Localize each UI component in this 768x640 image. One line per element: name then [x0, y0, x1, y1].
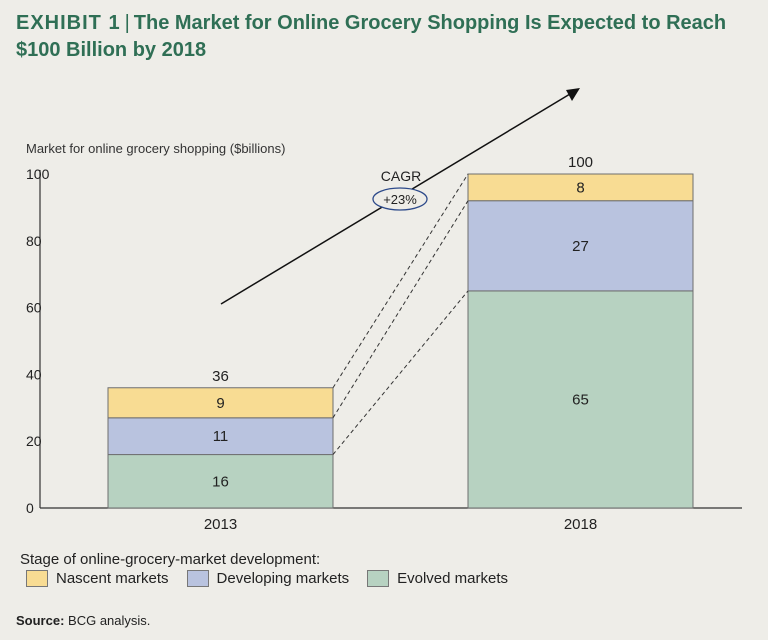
bar-segment — [467, 200, 694, 292]
bar-segment — [467, 290, 694, 509]
legend-label-developing: Developing markets — [216, 570, 350, 587]
cagr-value: +23% — [383, 192, 417, 207]
data-label: 16 — [212, 473, 229, 490]
legend-swatch-developing — [186, 570, 209, 587]
data-label: 27 — [572, 238, 589, 255]
connector-lines — [332, 173, 469, 455]
total-label: 100 — [568, 154, 593, 171]
data-label: 9 — [216, 395, 224, 412]
legend-item-developing: Developing markets — [186, 570, 350, 587]
source-label: Source: — [16, 613, 65, 628]
legend-title: Stage of online-grocery-market developme… — [20, 551, 321, 568]
legend-item-evolved: Evolved markets — [367, 570, 508, 587]
connector-line — [332, 290, 469, 455]
bar-segment — [107, 454, 334, 509]
data-label: 65 — [572, 391, 589, 408]
legend-label-nascent: Nascent markets — [56, 570, 169, 587]
y-tick-label: 80 — [26, 233, 42, 249]
title-text: The Market for Online Grocery Shopping I… — [16, 12, 727, 61]
bar-segment — [467, 173, 694, 202]
y-axis-label: Market for online grocery shopping ($bil… — [26, 141, 285, 156]
connector-line — [332, 200, 469, 419]
chart-title: EXHIBIT 1 | The Market for Online Grocery … — [16, 10, 756, 64]
title-separator: | — [124, 12, 130, 34]
legend-item-nascent: Nascent markets — [26, 570, 169, 587]
bar-segment — [107, 387, 334, 419]
connector-line — [332, 173, 469, 389]
cagr-label: CAGR — [381, 168, 421, 184]
bars: 16 11 9 36 2013 65 27 8 100 2018 — [107, 154, 694, 533]
legend-swatch-nascent — [26, 570, 48, 587]
bar-segment — [107, 417, 334, 456]
y-tick-label: 100 — [26, 166, 50, 182]
data-label: 11 — [213, 428, 229, 445]
source-text: BCG analysis. — [68, 613, 151, 628]
y-tick-label: 60 — [26, 300, 42, 316]
cagr-annotation: CAGR +23% — [220, 88, 580, 305]
source-note: Source: BCG analysis. — [16, 613, 150, 628]
y-tick-label: 40 — [26, 366, 42, 382]
y-tick-label: 0 — [26, 500, 34, 516]
x-tick-label: 2018 — [564, 516, 597, 533]
data-label: 8 — [576, 179, 584, 196]
x-tick-label: 2013 — [204, 516, 237, 533]
stacked-bar-chart: Market for online grocery shopping ($bil… — [26, 88, 742, 533]
legend-swatch-evolved — [367, 570, 390, 587]
cagr-arrowhead — [566, 88, 580, 101]
legend: Nascent markets Developing markets Evolv… — [26, 570, 508, 587]
legend-label-evolved: Evolved markets — [397, 570, 508, 587]
total-label: 36 — [212, 368, 229, 385]
y-tick-label: 20 — [26, 433, 42, 449]
exhibit-label: EXHIBIT 1 — [16, 12, 121, 34]
cagr-oval — [372, 187, 428, 211]
